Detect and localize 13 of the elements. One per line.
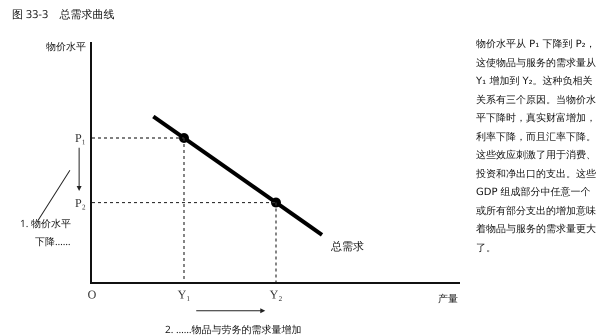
chart-title: 图 33-3 总需求曲线 bbox=[12, 6, 114, 22]
text: P₁ bbox=[75, 131, 86, 145]
text: 2. ……物品与劳务的需求量增加 bbox=[165, 322, 302, 336]
text: 物价水平从 P₁ 下降到 P₂，这使物品与服务的需求量从 Y₁ 增加到 Y₂。这种负相关关系有三个原因。当物价水平下降时，真实财富增加，利率下降，而且汇率下降。这些效应刺激了用于消费、投资和净出口的支出。这些 GDP 组成部分中任意一个或所有部分支出的增加意味着物品与服务的需求量更大了。 bbox=[476, 39, 596, 254]
text: P₂ bbox=[75, 196, 86, 210]
text: 物价水平 bbox=[46, 39, 86, 53]
text: 1. 物价水平 bbox=[20, 216, 71, 230]
x-tick-label: Y₁ bbox=[178, 287, 190, 302]
x-tick-label: O bbox=[88, 287, 97, 302]
series-label: 总需求 bbox=[330, 239, 364, 254]
x-axis-title: 产量 bbox=[438, 291, 458, 305]
text: 下降…… bbox=[35, 234, 71, 248]
x-tick-label: Y₂ bbox=[270, 287, 282, 302]
